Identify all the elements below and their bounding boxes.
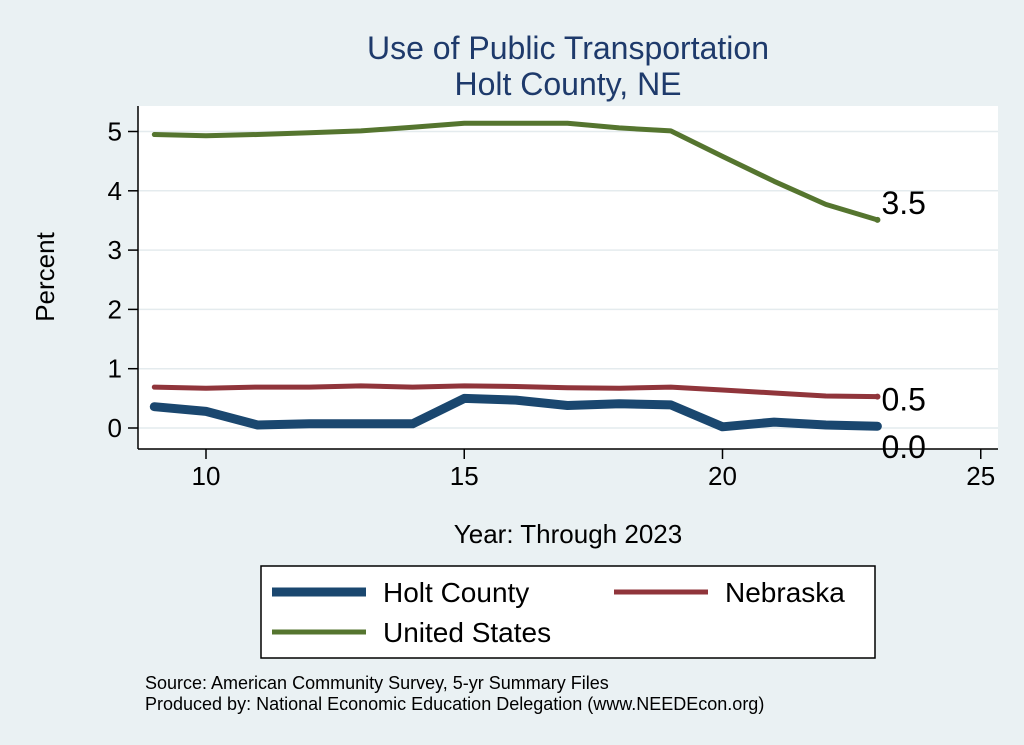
y-tick-label-4: 4 — [108, 176, 122, 206]
y-axis-title: Percent — [30, 231, 60, 321]
end-point-united-states — [874, 216, 881, 223]
source-note: Source: American Community Survey, 5-yr … — [145, 673, 609, 693]
end-point-holt-county — [874, 423, 881, 430]
x-tick-label-20: 20 — [708, 461, 737, 491]
series-line-nebraska — [151, 383, 880, 400]
axes — [137, 106, 998, 450]
x-ticks: 10 15 20 25 — [192, 449, 995, 491]
end-labels: 0.0 0.5 3.5 — [874, 185, 926, 465]
x-tick-label-25: 25 — [966, 461, 995, 491]
y-tick-label-1: 1 — [108, 354, 122, 384]
end-point-nebraska — [874, 393, 881, 400]
legend-label-holt-county: Holt County — [383, 577, 529, 608]
plot-area — [138, 106, 998, 449]
y-tick-label-0: 0 — [108, 413, 122, 443]
x-tick-label-15: 15 — [450, 461, 479, 491]
x-axis-title: Year: Through 2023 — [454, 519, 682, 549]
chart-title-line-1: Use of Public Transportation — [367, 30, 769, 66]
y-ticks: 0 1 2 3 4 5 — [108, 117, 138, 443]
chart-title-line-2: Holt County, NE — [454, 66, 681, 102]
legend-box — [260, 565, 876, 659]
series-line-holt-county — [149, 393, 882, 432]
y-tick-label-3: 3 — [108, 235, 122, 265]
legend-label-nebraska: Nebraska — [725, 577, 845, 608]
end-label-nebraska: 0.5 — [881, 382, 925, 418]
y-tick-label-5: 5 — [108, 117, 122, 147]
end-label-holt-county: 0.0 — [881, 429, 925, 465]
legend: Holt County Nebraska United States — [260, 565, 876, 659]
legend-label-united-states: United States — [383, 617, 551, 648]
y-tick-label-2: 2 — [108, 294, 122, 324]
series-line-united-states — [151, 120, 880, 223]
series-lines — [149, 120, 882, 432]
produced-by-note: Produced by: National Economic Education… — [145, 694, 764, 714]
x-tick-label-10: 10 — [192, 461, 221, 491]
end-label-united-states: 3.5 — [881, 185, 925, 221]
